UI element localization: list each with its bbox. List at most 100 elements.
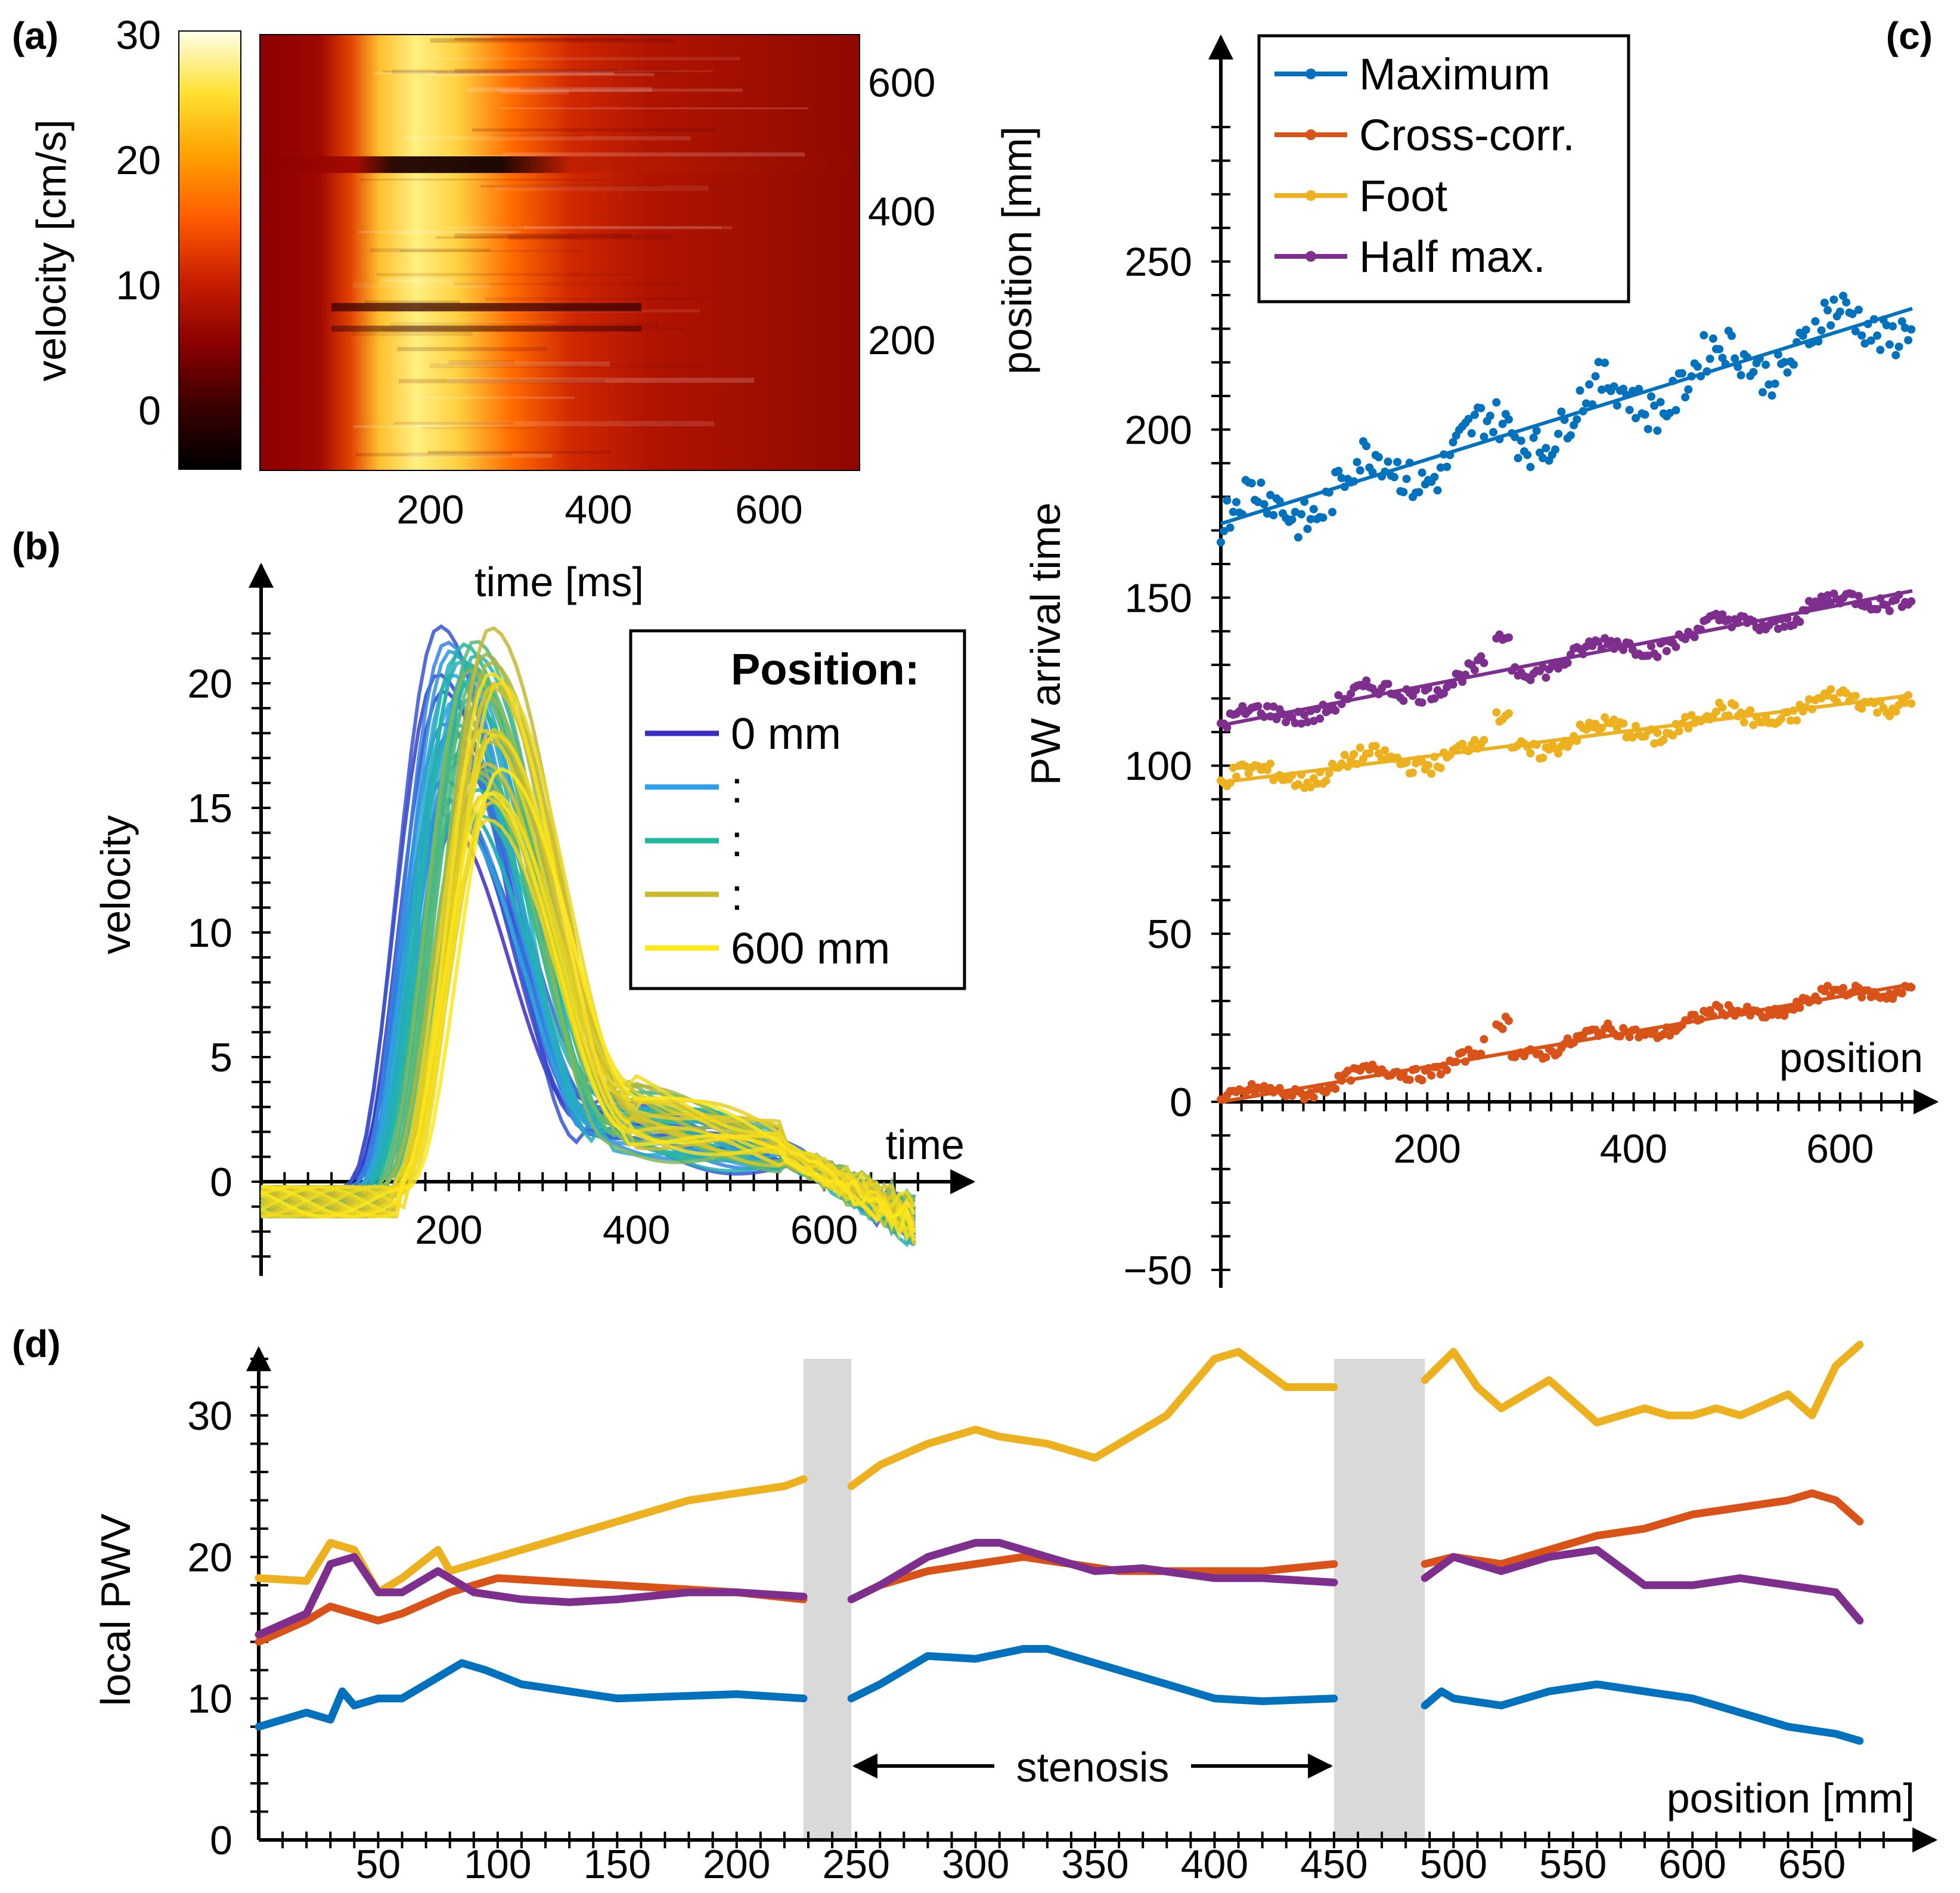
scatter-point: [1594, 358, 1603, 367]
heatmap-streak: [448, 360, 514, 365]
scatter-point: [1573, 415, 1581, 424]
legend-entry: :: [731, 870, 743, 919]
scatter-point: [1907, 597, 1916, 606]
heatmap-streak: [430, 38, 675, 43]
panel-b-curves: [260, 624, 916, 1248]
panel-d-x-tick: 600: [1658, 1842, 1726, 1887]
scatter-point: [1269, 511, 1278, 519]
scatter-point: [1399, 488, 1408, 497]
scatter-point: [1730, 354, 1739, 363]
heatmap-streak: [399, 250, 581, 252]
scatter-point: [1393, 458, 1402, 466]
scatter-point: [1325, 769, 1333, 777]
scatter-point: [1684, 385, 1693, 394]
scatter-point: [1653, 729, 1662, 738]
scatter-point: [1470, 665, 1479, 674]
legend-entry: Foot: [1359, 171, 1448, 221]
heatmap-streak: [439, 361, 610, 367]
scatter-point: [1597, 385, 1606, 394]
scatter-point: [1418, 468, 1426, 477]
scatter-point: [1539, 754, 1547, 763]
scatter-point: [1566, 431, 1575, 440]
scatter-point: [1795, 617, 1804, 626]
scatter-point: [1288, 1091, 1297, 1100]
scatter-point: [1223, 496, 1232, 505]
scatter-point: [1498, 1024, 1507, 1033]
scatter-point: [1516, 436, 1525, 445]
scatter-point: [1309, 504, 1318, 513]
colorbar-label: velocity [cm/s]: [28, 119, 75, 382]
scatter-point: [1306, 783, 1315, 792]
panel-d-x-tick: 50: [356, 1842, 401, 1887]
scatter-point: [1857, 993, 1866, 1002]
scatter-point: [1300, 711, 1309, 720]
excluded-region: [1333, 1359, 1425, 1840]
panel-c-y-tick: −50: [1124, 1248, 1192, 1293]
scatter-point: [1718, 703, 1727, 712]
panel-b-y-tick: 5: [210, 1035, 232, 1080]
scatter-point: [1759, 388, 1767, 396]
panel-d-label: (d): [12, 1322, 61, 1365]
legend-marker: [1305, 190, 1316, 201]
scatter-point: [1511, 432, 1519, 441]
heatmap-streak: [404, 136, 691, 141]
scatter-point: [1643, 425, 1652, 433]
scatter-point: [1814, 600, 1823, 609]
scatter-point: [1436, 1070, 1445, 1079]
scatter-point: [1897, 989, 1906, 997]
scatter-point: [1576, 386, 1584, 395]
scatter-series: [1217, 589, 1916, 732]
panel-c-label: (c): [1886, 14, 1933, 57]
panel-c-y-tick: 150: [1125, 575, 1192, 621]
scatter-point: [1826, 321, 1835, 330]
scatter-point: [1557, 407, 1566, 416]
heatmap-y-tick: 200: [868, 318, 935, 363]
scatter-point: [1594, 637, 1603, 646]
heatmap-x-tick: 600: [735, 487, 802, 532]
scatter-point: [1650, 739, 1659, 748]
heatmap-streak: [431, 35, 492, 39]
scatter-point: [1591, 720, 1600, 729]
heatmap-streak: [377, 272, 630, 276]
scatter-point: [1384, 680, 1393, 689]
panel-c-y-tick: 250: [1125, 240, 1192, 285]
scatter-point: [1780, 622, 1789, 631]
scatter-point: [1282, 718, 1291, 727]
panel-d-x-tick: 150: [584, 1842, 651, 1887]
heatmap-streak: [392, 69, 673, 75]
scatter-point: [1477, 652, 1485, 661]
scatter-point: [1492, 398, 1501, 407]
heatmap-streak: [427, 451, 612, 454]
scatter-point: [1854, 591, 1863, 600]
scatter-point: [1581, 399, 1590, 408]
fit-line: [1220, 306, 1913, 526]
stenosis-label: stenosis: [1016, 1744, 1170, 1790]
panel-c-y-tick: 50: [1147, 912, 1192, 957]
scatter-point: [1306, 515, 1315, 523]
scatter-point: [1532, 426, 1541, 435]
scatter-point: [1632, 414, 1640, 423]
scatter-point: [1789, 360, 1798, 369]
scatter-point: [1897, 317, 1906, 326]
legend-title: Position:: [731, 645, 920, 694]
scatter-point: [1263, 702, 1271, 711]
heatmap-streak: [382, 70, 519, 73]
scatter-point: [1804, 695, 1813, 704]
scatter-point: [1433, 486, 1442, 495]
scatter-point: [1542, 673, 1550, 682]
scatter-point: [1650, 401, 1659, 410]
scatter-point: [1761, 360, 1770, 369]
panel-d-y-tick: 30: [187, 1393, 232, 1439]
panel-b-y-label: velocity: [92, 815, 139, 954]
scatter-point: [1436, 764, 1445, 773]
scatter-point: [1736, 371, 1745, 380]
scatter-point: [1767, 391, 1776, 400]
scatter-point: [1671, 406, 1680, 414]
scatter-point: [1666, 408, 1674, 417]
heatmap-streak: [352, 331, 473, 336]
scatter-point: [1480, 659, 1488, 667]
fit-line: [1220, 589, 1913, 727]
scatter-point: [1730, 701, 1739, 710]
scatter-point: [1505, 633, 1513, 642]
scatter-point: [1829, 295, 1838, 304]
